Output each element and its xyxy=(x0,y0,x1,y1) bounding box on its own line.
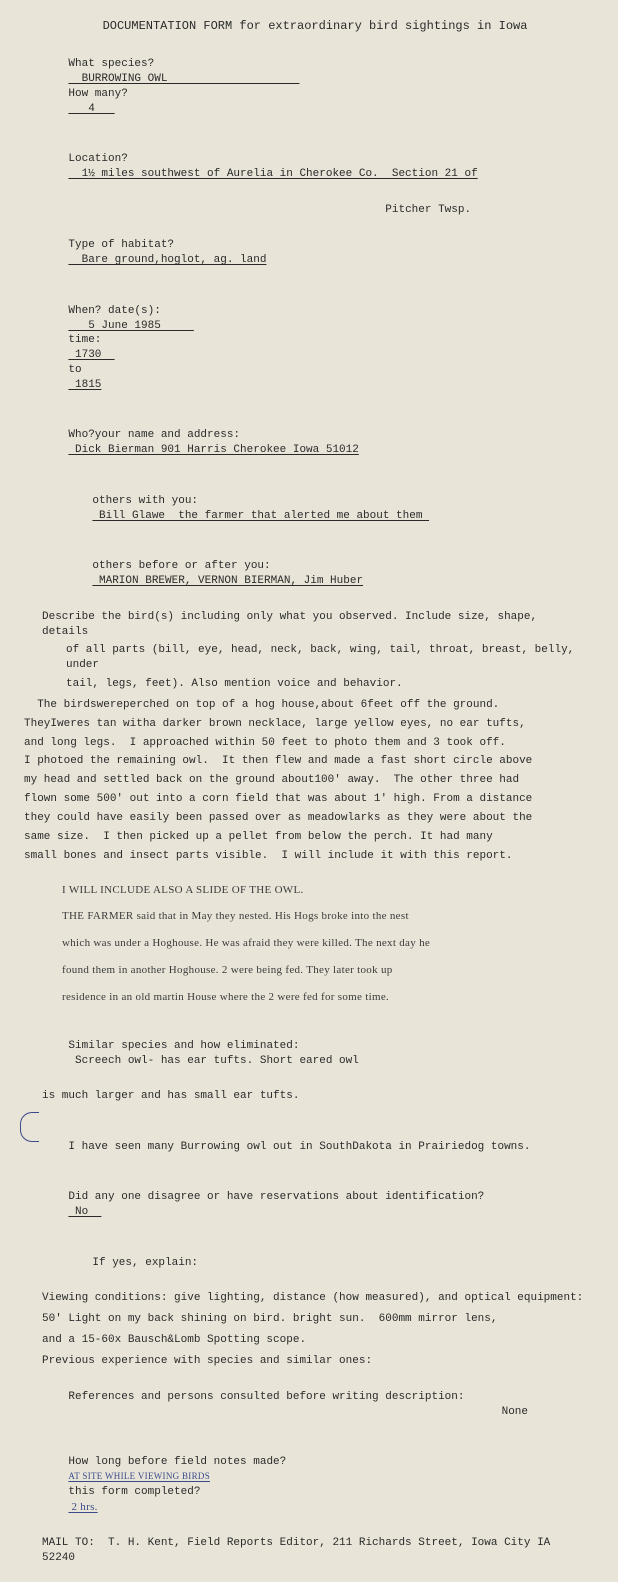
row-similar: Similar species and how eliminated: Scre… xyxy=(42,1024,588,1083)
row-viewing: Viewing conditions: give lighting, dista… xyxy=(42,1291,588,1306)
hand-l4: found them in another Hoghouse. 2 were b… xyxy=(62,960,588,981)
row-habitat: Type of habitat? Bare ground,hoglot, ag.… xyxy=(42,223,588,282)
body-l5: my head and settled back on the ground a… xyxy=(24,773,588,788)
body-l2: TheyIweres tan witha darker brown neckla… xyxy=(24,717,588,732)
ans-similar: Screech owl- has ear tufts. Short eared … xyxy=(68,1055,358,1067)
label-time: time: xyxy=(68,334,101,346)
ans-howmany: 4 xyxy=(68,103,114,115)
ans-location: 1½ miles southwest of Aurelia in Cheroke… xyxy=(68,168,477,180)
label-howlong2: this form completed? xyxy=(68,1486,200,1498)
hand-l5: residence in an old martin House where t… xyxy=(62,987,588,1008)
describe-line2: of all parts (bill, eye, head, neck, bac… xyxy=(42,643,588,673)
row-ifyes: If yes, explain: xyxy=(42,1241,588,1286)
label-location: Location? xyxy=(68,153,127,165)
ans-howlong2: 2 hrs. xyxy=(68,1501,97,1513)
label-howmany: How many? xyxy=(68,88,127,100)
label-disagree: Did any one disagree or have reservation… xyxy=(68,1191,484,1203)
label-others-before: others before or after you: xyxy=(92,560,270,572)
observation-body: The birdswereperched on top of a hog hou… xyxy=(24,698,588,864)
ans-refs: None xyxy=(502,1405,528,1420)
row-who: Who?your name and address: Dick Bierman … xyxy=(42,414,588,473)
ans-viewing1: 50' Light on my back shining on bird. br… xyxy=(42,1312,588,1327)
label-to: to xyxy=(68,364,81,376)
row-southdakota: I have seen many Burrowing owl out in So… xyxy=(42,1110,588,1169)
ans-species: BURROWING OWL xyxy=(68,73,299,85)
row-species: What species? BURROWING OWL How many? 4 xyxy=(42,42,588,131)
row-others-before: others before or after you: MARION BREWE… xyxy=(42,544,588,603)
label-others-with: others with you: xyxy=(92,495,198,507)
row-others-with: others with you: Bill Glawe the farmer t… xyxy=(42,479,588,538)
hand-l2: THE FARMER said that in May they nested.… xyxy=(62,906,588,927)
margin-bracket-icon xyxy=(20,1112,39,1142)
row-location2: Pitcher Twsp. xyxy=(42,203,588,218)
body-l3: and long legs. I approached within 50 fe… xyxy=(24,736,588,751)
body-l7: they could have easily been passed over … xyxy=(24,811,588,826)
row-when: When? date(s): 5 June 1985 time: 1730 to… xyxy=(42,289,588,408)
row-mailto: MAIL TO: T. H. Kent, Field Reports Edito… xyxy=(42,1536,588,1566)
ans-others-with: Bill Glawe the farmer that alerted me ab… xyxy=(92,510,429,522)
label-similar: Similar species and how eliminated: xyxy=(68,1040,299,1052)
hand-l1: I WILL INCLUDE ALSO A SLIDE OF THE OWL. xyxy=(62,880,588,901)
describe-line3: tail, legs, feet). Also mention voice an… xyxy=(42,677,588,692)
ans-date: 5 June 1985 xyxy=(68,320,193,332)
label-howlong1: How long before field notes made? xyxy=(68,1456,286,1468)
body-l8: same size. I then picked up a pellet fro… xyxy=(24,830,588,845)
label-refs: References and persons consulted before … xyxy=(68,1391,464,1403)
form-title: DOCUMENTATION FORM for extraordinary bir… xyxy=(42,18,588,34)
row-disagree: Did any one disagree or have reservation… xyxy=(42,1176,588,1235)
ans-southdakota: I have seen many Burrowing owl out in So… xyxy=(68,1141,530,1153)
ans-others-before: MARION BREWER, VERNON BIERMAN, Jim Huber xyxy=(92,575,363,587)
body-l9: small bones and insect parts visible. I … xyxy=(24,849,588,864)
ans-habitat: Bare ground,hoglot, ag. land xyxy=(68,254,266,266)
hand-l3: which was under a Hoghouse. He was afrai… xyxy=(62,933,588,954)
body-l4: I photoed the remaining owl. It then fle… xyxy=(24,754,588,769)
row-refs: References and persons consulted before … xyxy=(42,1375,588,1434)
label-species: What species? xyxy=(68,58,154,70)
label-when: When? date(s): xyxy=(68,305,160,317)
ans-viewing2: and a 15-60x Bausch&Lomb Spotting scope. xyxy=(42,1333,588,1348)
ans-who: Dick Bierman 901 Harris Cherokee Iowa 51… xyxy=(68,444,358,456)
handwritten-notes: I WILL INCLUDE ALSO A SLIDE OF THE OWL. … xyxy=(62,880,588,1008)
body-l1: The birdswereperched on top of a hog hou… xyxy=(24,698,588,713)
ans-time2: 1815 xyxy=(68,379,101,391)
label-ifyes: If yes, explain: xyxy=(92,1257,198,1269)
ans-time1: 1730 xyxy=(68,349,114,361)
row-howlong: How long before field notes made? AT SIT… xyxy=(42,1440,588,1530)
row-prev: Previous experience with species and sim… xyxy=(42,1354,588,1369)
ans-similar2: is much larger and has small ear tufts. xyxy=(42,1089,588,1104)
row-location: Location? 1½ miles southwest of Aurelia … xyxy=(42,137,588,196)
ans-disagree: No xyxy=(68,1206,101,1218)
ans-howlong1: AT SITE WHILE VIEWING BIRDS xyxy=(68,1471,210,1481)
label-who: Who?your name and address: xyxy=(68,429,240,441)
describe-line1: Describe the bird(s) including only what… xyxy=(42,610,588,640)
label-habitat: Type of habitat? xyxy=(68,239,174,251)
